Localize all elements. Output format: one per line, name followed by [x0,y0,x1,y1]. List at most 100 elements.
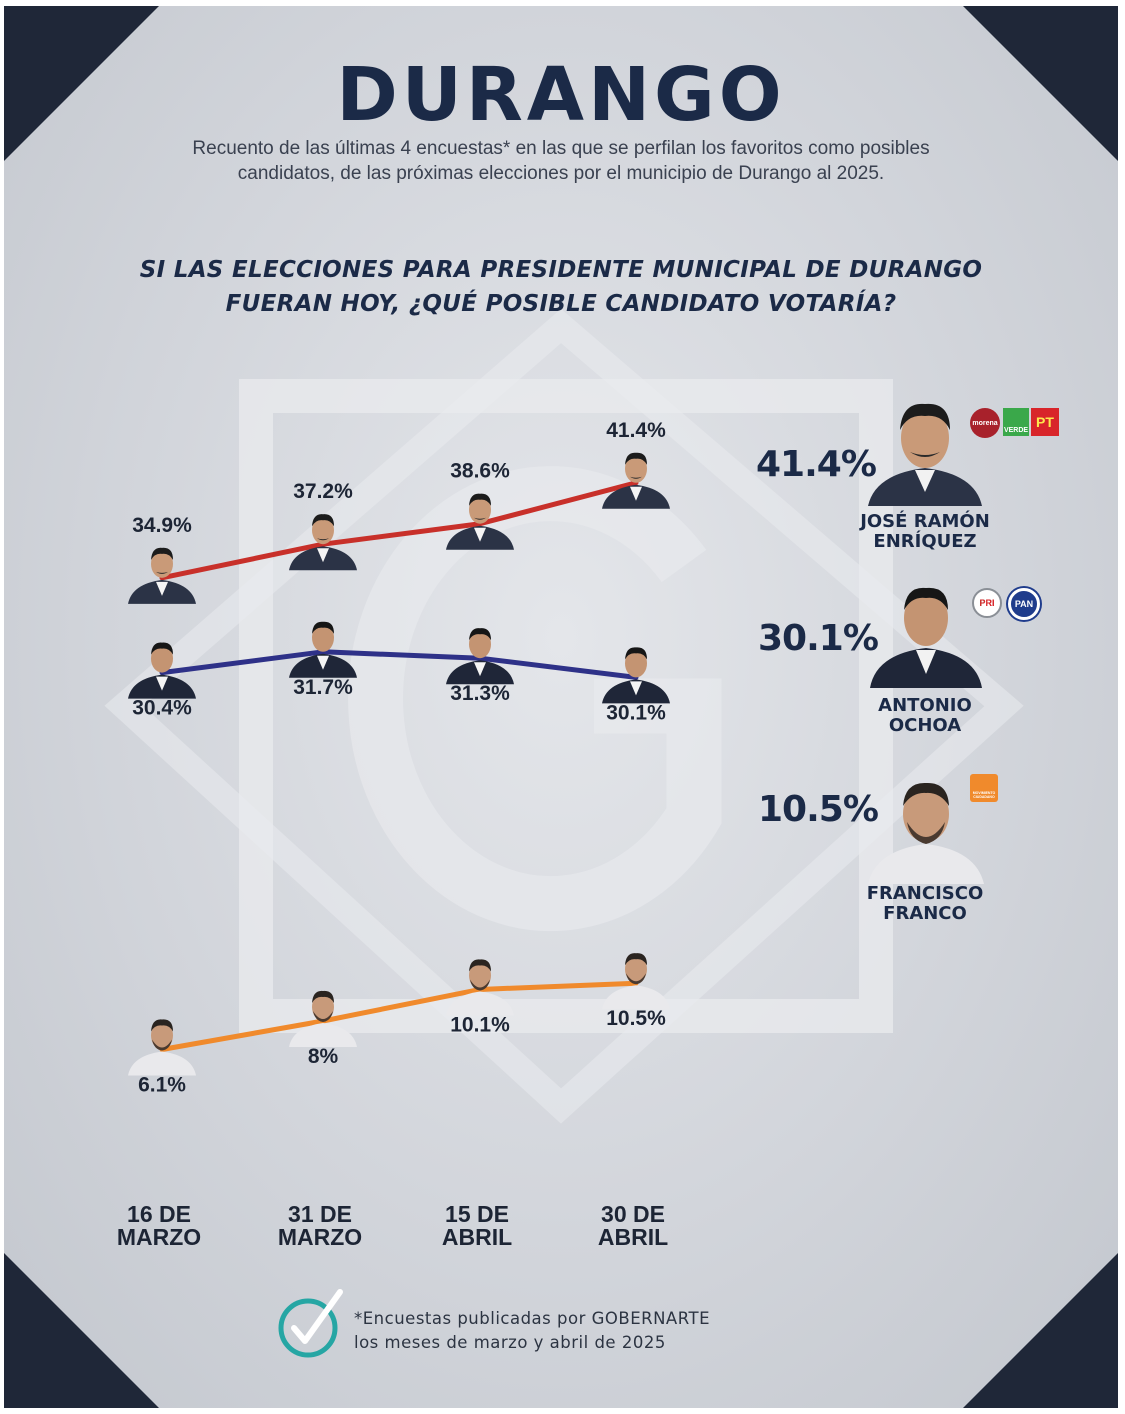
data-label-jose-ramon-enriquez: 34.9% [132,514,192,537]
avatar-beard [313,1011,333,1022]
avatar-face [312,623,334,652]
name-line-2: FRANCO [883,903,967,924]
name-line-1: JOSÉ RAMÓN [860,511,990,532]
x-tick-label: 15 DE [445,1201,509,1227]
footnote-line-1: *Encuestas publicadas por GOBERNARTE [354,1309,710,1328]
avatar-face [312,516,334,545]
avatar-shirt [474,662,486,677]
data-point-francisco-franco [446,959,514,1016]
data-point-jose-ramon-enriquez [289,514,357,571]
data-label-antonio-ochoa: 31.7% [293,676,353,699]
avatar-beard [152,1039,172,1051]
avatar-beard [470,979,490,991]
avatar-hair [469,959,491,972]
data-point-francisco-franco [602,953,670,1010]
summary-name-enriquez: JOSÉ RAMÓN ENRÍQUEZ [840,512,1010,552]
question-line-1: SI LAS ELECCIONES PARA PRESIDENTE MUNICI… [139,257,983,283]
avatar-body [602,985,670,1010]
avatar-shirt [317,548,329,563]
checkmark-icon [278,1289,343,1358]
data-point-antonio-ochoa [602,647,670,704]
avatar-enriquez-large [868,403,982,506]
series-line-jose-ramon-enriquez [159,480,639,581]
avatar-hair [312,621,334,634]
page-title: DURANGO [336,52,786,138]
party-label: PAN [1014,599,1034,609]
name-line-2: OCHOA [888,715,962,736]
summary-name-ochoa: ANTONIO OCHOA [840,696,1010,736]
avatar-body [446,991,514,1016]
data-point-francisco-franco [289,990,357,1047]
x-tick-label: ABRIL [598,1224,668,1250]
avatar-hair [151,547,173,560]
avatar-shirt [156,676,168,691]
data-label-francisco-franco: 8% [308,1045,339,1068]
avatar-ochoa-large [870,587,982,688]
data-label-antonio-ochoa: 31.3% [450,682,510,705]
party-label: VERDE [1003,427,1029,434]
avatar-face [625,649,647,678]
summary-pct-enriquez: 41.4% [756,444,877,485]
summary-pct-ochoa: 30.1% [758,618,879,659]
party-logo-mc: MOVIMIENTO CIUDADANO [970,774,998,802]
party-logo-pan: PAN [1008,588,1040,620]
avatar-hair [625,953,647,966]
data-label-jose-ramon-enriquez: 41.4% [606,419,666,442]
line-chart: 34.9% 37.2% 38.6% 41.4% 30.4% 31.7% 31.3% 30.1%… [117,419,670,1250]
party-logo-verde: VERDE [1003,408,1029,436]
avatar-hair [625,647,647,660]
avatar-mustache [317,538,329,541]
party-logo-morena: morena [970,408,1000,438]
party-label: PRI [979,598,995,608]
party-label: PT [1036,414,1054,430]
data-point-jose-ramon-enriquez [446,493,514,550]
data-point-antonio-ochoa [128,642,196,699]
data-point-francisco-franco [128,1019,196,1076]
avatar-face [151,644,173,673]
avatar-hair [312,990,334,1003]
avatar-hair [469,628,491,641]
name-line-2: ENRÍQUEZ [873,531,977,552]
avatar-shirt [156,581,168,596]
avatar-shirt [317,655,329,670]
party-logo-pt: PT [1031,408,1059,436]
subtitle-line-2: candidatos, de las próximas elecciones p… [237,163,885,184]
avatar-face [469,961,491,990]
summary-pct-franco: 10.5% [758,789,879,830]
avatar-face [312,993,334,1021]
party-label: morena [972,419,998,427]
data-point-antonio-ochoa [289,621,357,678]
name-line-1: FRANCISCO [866,883,984,904]
party-label: MOVIMIENTO CIUDADANO [972,791,996,799]
data-point-jose-ramon-enriquez [128,547,196,604]
data-label-antonio-ochoa: 30.4% [132,697,192,720]
avatar-body [128,1051,196,1076]
avatar-hair [151,642,173,655]
x-tick-label: 16 DE [127,1201,191,1227]
avatar-face [469,495,491,524]
avatar-mustache [474,517,486,520]
data-label-jose-ramon-enriquez: 38.6% [450,460,510,483]
data-label-jose-ramon-enriquez: 37.2% [293,480,353,503]
party-logo-pri: PRI [972,588,1002,618]
avatar-face [151,1021,173,1050]
data-label-francisco-franco: 10.1% [450,1013,510,1036]
avatar-hair [469,493,491,506]
data-point-jose-ramon-enriquez [602,452,670,509]
corner-bottom-left [4,1253,159,1408]
avatar-mustache [156,571,168,574]
corner-top-right [963,6,1118,161]
x-tick-label: ABRIL [442,1224,512,1250]
name-line-1: ANTONIO [878,695,972,716]
data-point-antonio-ochoa [446,628,514,685]
corner-bottom-right [963,1253,1118,1408]
avatar-shirt [630,681,642,696]
summary-name-franco: FRANCISCO FRANCO [840,884,1010,924]
series-line-antonio-ochoa [159,649,639,680]
avatar-hair [625,452,647,465]
avatar-mustache [630,476,642,479]
background-watermark [104,308,1024,1124]
x-tick-label: MARZO [117,1224,201,1250]
avatar-hair [151,1019,173,1032]
avatar-face [469,630,491,659]
